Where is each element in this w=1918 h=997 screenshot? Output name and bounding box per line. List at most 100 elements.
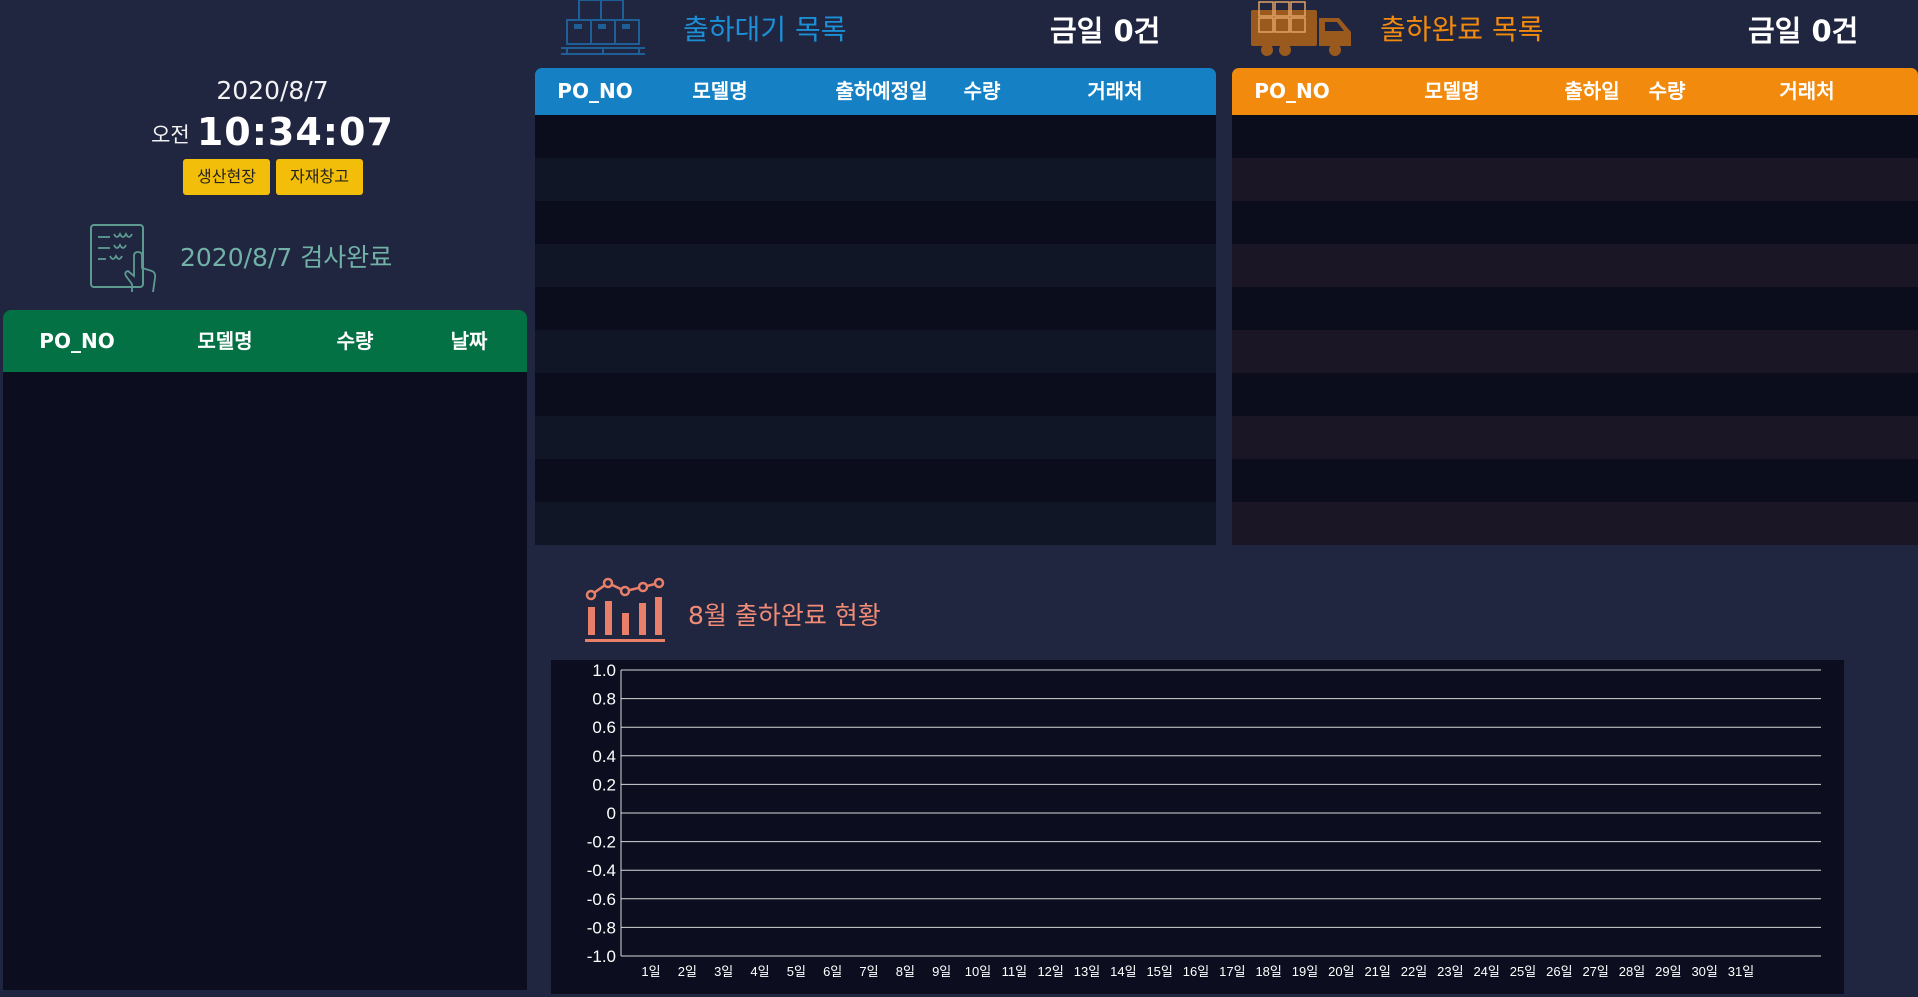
x-tick-label: 2일: [678, 964, 697, 979]
chart-title: 8월 출하완료 현황: [688, 601, 881, 630]
table-row: [535, 287, 1216, 330]
production-site-button[interactable]: 생산현장: [183, 159, 270, 195]
x-tick-label: 15일: [1146, 964, 1172, 979]
y-tick-label: -0.2: [587, 833, 616, 852]
y-tick-label: -0.8: [587, 918, 616, 937]
column-header-ship-date: 출하일: [1564, 79, 1620, 103]
column-header-model: 모델명: [692, 79, 748, 103]
x-tick-label: 1일: [641, 964, 660, 979]
column-header-scheduled-date: 출하예정일: [835, 79, 928, 103]
done-table-header: PO_NO 모델명 출하일 수량 거래처: [1232, 68, 1918, 115]
x-tick-label: 18일: [1255, 964, 1281, 979]
y-tick-label: 0.2: [592, 775, 616, 794]
x-tick-label: 8일: [896, 964, 915, 979]
column-header-po-no: PO_NO: [557, 79, 633, 103]
x-tick-label: 28일: [1619, 964, 1645, 979]
y-tick-label: -0.4: [587, 861, 616, 880]
table-row: [1232, 244, 1918, 287]
x-tick-label: 10일: [965, 964, 991, 979]
x-tick-label: 7일: [859, 964, 878, 979]
table-row: [1232, 115, 1918, 158]
x-tick-label: 29일: [1655, 964, 1681, 979]
x-tick-label: 27일: [1582, 964, 1608, 979]
x-tick-label: 3일: [714, 964, 733, 979]
waiting-today-count: 금일 0건: [1050, 14, 1161, 48]
done-today-count: 금일 0건: [1748, 14, 1859, 48]
monthly-shipment-chart: 1.0 0.8 0.6 0.4 0.2 0 -0.2 -0.4 -0.6 -0.8 -1.0 1일 2일…: [551, 660, 1844, 994]
column-header-model: 모델명: [197, 329, 253, 353]
table-row: [1232, 459, 1918, 502]
x-tick-label: 31일: [1728, 964, 1754, 979]
table-row: [1232, 201, 1918, 244]
waiting-list-title: 출하대기 목록: [683, 13, 847, 46]
x-tick-label: 22일: [1401, 964, 1427, 979]
table-row: [535, 502, 1216, 545]
x-tick-label: 5일: [787, 964, 806, 979]
column-header-quantity: 수량: [963, 79, 1001, 103]
x-tick-label: 16일: [1183, 964, 1209, 979]
table-row: [1232, 330, 1918, 373]
y-tick-label: 0.8: [592, 690, 616, 709]
material-warehouse-button[interactable]: 자재창고: [276, 159, 363, 195]
y-tick-label: -0.6: [587, 890, 616, 909]
y-tick-label: 0.6: [592, 718, 616, 737]
table-row: [1232, 502, 1918, 545]
table-row: [535, 201, 1216, 244]
boxes-pallet-icon: [561, 0, 645, 55]
done-list-title: 출하완료 목록: [1380, 13, 1544, 46]
column-header-date: 날짜: [450, 329, 488, 353]
y-tick-label: -1.0: [587, 947, 616, 966]
table-row: [1232, 373, 1918, 416]
x-tick-label: 25일: [1510, 964, 1536, 979]
inspection-table: PO_NO 모델명 수량 날짜: [3, 310, 527, 990]
table-row: [1232, 287, 1918, 330]
waiting-rows: [535, 115, 1216, 545]
table-row: [535, 330, 1216, 373]
column-header-po-no: PO_NO: [1254, 79, 1330, 103]
y-tick-label: 0.4: [592, 747, 616, 766]
clock: 오전 10:34:07: [0, 110, 545, 154]
clock-time: 10:34:07: [196, 110, 394, 154]
inspection-title: 2020/8/7 검사완료: [180, 243, 393, 272]
table-row: [535, 115, 1216, 158]
column-header-quantity: 수량: [1648, 79, 1686, 103]
x-tick-label: 4일: [750, 964, 769, 979]
clock-ampm: 오전: [151, 123, 190, 147]
bar-trend-chart-icon: [585, 577, 665, 642]
x-tick-label: 14일: [1110, 964, 1136, 979]
x-tick-label: 17일: [1219, 964, 1245, 979]
waiting-table: PO_NO 모델명 출하예정일 수량 거래처: [535, 68, 1216, 545]
inspection-table-header: PO_NO 모델명 수량 날짜: [3, 310, 527, 372]
current-date: 2020/8/7: [216, 76, 329, 105]
x-tick-label: 13일: [1074, 964, 1100, 979]
delivery-truck-icon: [1251, 1, 1351, 56]
column-header-client: 거래처: [1779, 79, 1835, 103]
y-tick-label: 0: [607, 804, 616, 823]
table-row: [535, 373, 1216, 416]
table-row: [535, 459, 1216, 502]
x-tick-label: 12일: [1037, 964, 1063, 979]
column-header-client: 거래처: [1087, 79, 1143, 103]
x-tick-label: 20일: [1328, 964, 1354, 979]
x-tick-label: 6일: [823, 964, 842, 979]
x-tick-label: 30일: [1691, 964, 1717, 979]
column-header-po-no: PO_NO: [39, 329, 115, 353]
x-tick-label: 21일: [1364, 964, 1390, 979]
checklist-hand-icon: [90, 224, 157, 292]
done-table: PO_NO 모델명 출하일 수량 거래처: [1232, 68, 1918, 545]
x-tick-label: 9일: [932, 964, 951, 979]
table-row: [535, 416, 1216, 459]
column-header-model: 모델명: [1424, 79, 1480, 103]
x-tick-label: 23일: [1437, 964, 1463, 979]
x-tick-label: 26일: [1546, 964, 1572, 979]
chart-canvas: 1.0 0.8 0.6 0.4 0.2 0 -0.2 -0.4 -0.6 -0.8 -1.0 1일 2일…: [587, 661, 1821, 979]
waiting-table-header: PO_NO 모델명 출하예정일 수량 거래처: [535, 68, 1216, 115]
x-tick-label: 19일: [1292, 964, 1318, 979]
y-tick-label: 1.0: [592, 661, 616, 680]
table-row: [1232, 158, 1918, 201]
column-header-quantity: 수량: [336, 329, 374, 353]
table-row: [535, 158, 1216, 201]
done-rows: [1232, 115, 1918, 545]
x-tick-label: 24일: [1473, 964, 1499, 979]
table-row: [1232, 416, 1918, 459]
